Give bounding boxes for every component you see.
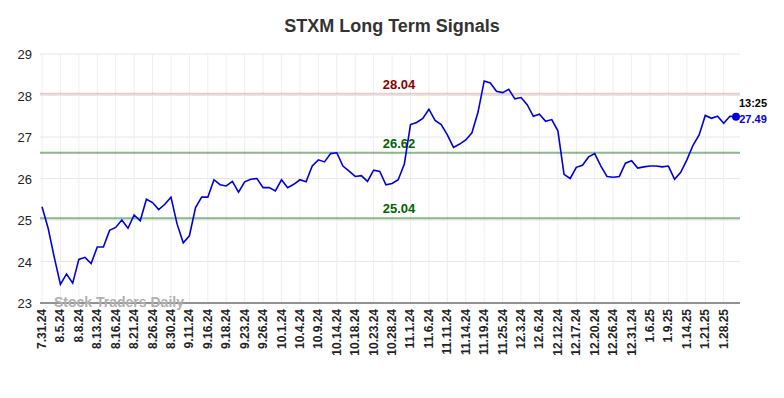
y-tick-label: 23 <box>18 296 32 311</box>
grid-line <box>539 54 540 303</box>
grid-line <box>40 220 740 221</box>
x-tick-label: 12.3.24 <box>514 309 528 349</box>
grid-line <box>521 54 522 303</box>
grid-line <box>613 54 614 303</box>
title: STXM Long Term Signals <box>284 16 500 36</box>
x-tick-label: 11.6.24 <box>422 309 436 349</box>
x-tick-label: 10.1.24 <box>275 309 289 349</box>
grid-line <box>60 54 61 303</box>
x-tick-label: 8.21.24 <box>127 309 141 349</box>
x-tick-label: 12.26.24 <box>606 309 620 356</box>
x-tick-label: 9.26.24 <box>256 309 270 349</box>
grid-line <box>318 54 319 303</box>
x-tick-label: 7.31.24 <box>35 309 49 349</box>
grid-line <box>40 178 740 179</box>
x-tick-label: 12.17.24 <box>569 309 583 356</box>
x-tick-label: 8.5.24 <box>53 309 67 343</box>
grid-line <box>40 261 740 262</box>
grid-line <box>299 54 300 303</box>
x-tick-label: 1.14.25 <box>680 309 694 349</box>
grid-line <box>189 54 190 303</box>
grid-line <box>373 54 374 303</box>
grid-line <box>134 54 135 303</box>
y-tick-label: 24 <box>18 255 32 270</box>
x-tick-label: 10.18.24 <box>348 309 362 356</box>
x-tick-label: 11.14.24 <box>459 309 473 355</box>
grid-line <box>355 54 356 303</box>
grid-line <box>631 54 632 303</box>
grid-line <box>207 54 208 303</box>
reference-line <box>40 93 740 95</box>
x-tick-label: 1.6.25 <box>643 309 657 343</box>
grid-line <box>115 54 116 303</box>
x-tick-label: 11.19.24 <box>477 309 491 355</box>
x-tick-label: 12.6.24 <box>532 309 546 349</box>
x-tick-label: 10.23.24 <box>367 309 381 356</box>
x-tick-label: 1.9.25 <box>661 309 675 343</box>
x-tick-label: 8.26.24 <box>146 309 160 349</box>
grid-line <box>226 54 227 303</box>
x-tick-label: 12.12.24 <box>551 309 565 356</box>
x-tick-label: 10.14.24 <box>330 309 344 356</box>
grid-line <box>336 54 337 303</box>
x-tick-label: 11.25.24 <box>496 309 510 355</box>
grid-line <box>447 54 448 303</box>
grid-line <box>42 54 43 303</box>
x-tick-label: 8.30.24 <box>164 309 178 349</box>
grid-line <box>465 54 466 303</box>
grid-line <box>650 54 651 303</box>
x-tick-label: 11.1.24 <box>403 309 417 349</box>
grid-line <box>244 54 245 303</box>
x-tick-label: 11.11.24 <box>440 309 454 355</box>
grid-line <box>502 54 503 303</box>
reference-label: 25.04 <box>383 201 416 216</box>
reference-line <box>40 217 740 219</box>
grid-line <box>686 54 687 303</box>
x-tick-label: 1.28.25 <box>717 309 731 349</box>
y-tick-label: 26 <box>18 172 32 187</box>
x-tick-label: 1.21.25 <box>698 309 712 349</box>
last-time: 13:25 <box>739 97 767 109</box>
x-tick-label: 9.16.24 <box>201 309 215 349</box>
price-line <box>42 81 736 284</box>
reference-line <box>40 152 740 154</box>
grid-line <box>40 95 740 96</box>
y-tick-label: 25 <box>18 213 32 228</box>
grid-line <box>78 54 79 303</box>
x-tick-label: 8.16.24 <box>109 309 123 349</box>
grid-line <box>40 54 740 55</box>
reference-label: 28.04 <box>383 77 416 92</box>
grid-line <box>594 54 595 303</box>
grid-line <box>97 54 98 303</box>
grid-line <box>170 54 171 303</box>
x-tick-label: 12.20.24 <box>588 309 602 356</box>
x-tick-label: 10.9.24 <box>311 309 325 349</box>
y-tick-label: 27 <box>18 130 32 145</box>
x-tick-label: 10.28.24 <box>385 309 399 356</box>
grid-line <box>152 54 153 303</box>
grid-line <box>705 54 706 303</box>
grid-line <box>668 54 669 303</box>
grid-line <box>557 54 558 303</box>
grid-line <box>576 54 577 303</box>
x-tick-label: 10.4.24 <box>293 309 307 349</box>
x-tick-label: 9.18.24 <box>219 309 233 349</box>
x-tick-label: 9.23.24 <box>238 309 252 349</box>
plot-area <box>42 81 740 284</box>
grid-line <box>263 54 264 303</box>
grid-line <box>723 54 724 303</box>
x-tick-label: 8.13.24 <box>90 309 104 349</box>
x-tick-label: 8.8.24 <box>72 309 86 343</box>
grid-line <box>484 54 485 303</box>
watermark: Stock Traders Daily <box>54 294 184 310</box>
x-tick-label: 12.31.24 <box>625 309 639 356</box>
grid-line <box>428 54 429 303</box>
reference-label: 26.62 <box>383 136 416 151</box>
y-tick-label: 28 <box>18 89 32 104</box>
last-value: 27.49 <box>739 113 767 125</box>
x-tick-label: 9.11.24 <box>182 309 196 349</box>
chart: STXM Long Term Signals 23 24 25 26 27 28 29 7.31… <box>0 0 784 398</box>
y-tick-label: 29 <box>18 47 32 62</box>
